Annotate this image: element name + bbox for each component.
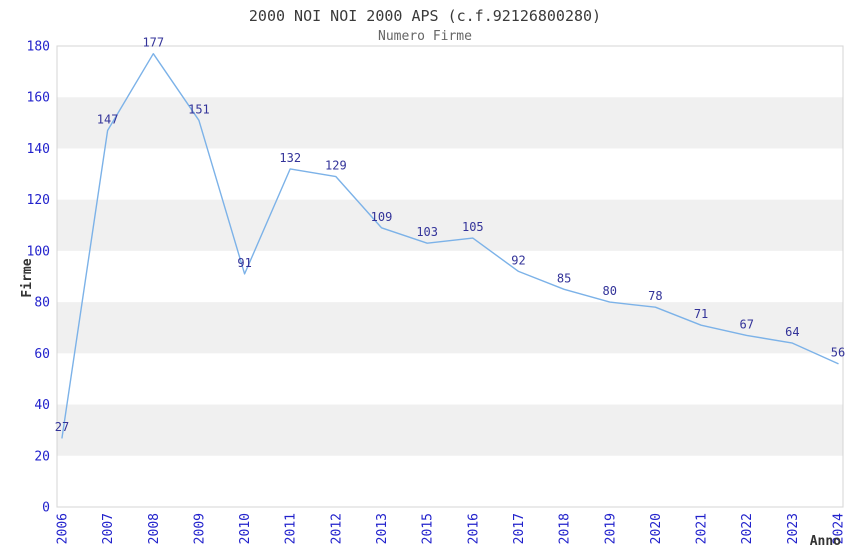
y-tick-label: 60 (34, 347, 50, 362)
data-point-label: 129 (325, 159, 347, 173)
data-point-label: 56 (831, 346, 845, 360)
data-point-label: 67 (739, 317, 753, 331)
y-tick-label: 160 (27, 91, 50, 106)
data-point-label: 71 (694, 307, 708, 321)
data-point-label: 147 (97, 113, 119, 127)
y-tick-label: 80 (34, 296, 50, 311)
x-tick-label: 2012 (329, 513, 344, 544)
x-tick-label: 2022 (740, 513, 755, 544)
grid-band (57, 302, 843, 354)
grid-band (57, 97, 843, 149)
data-point-label: 91 (237, 256, 251, 270)
data-point-label: 80 (603, 284, 617, 298)
y-tick-label: 100 (27, 244, 50, 259)
x-tick-label: 2008 (147, 513, 162, 544)
data-point-label: 177 (142, 36, 164, 50)
plot-border (56, 45, 844, 508)
x-tick-label: 2015 (421, 513, 436, 544)
x-tick-label: 2010 (238, 513, 253, 544)
data-point-label: 27 (55, 420, 69, 434)
x-tick-label: 2007 (101, 513, 116, 544)
data-point-label: 151 (188, 102, 210, 116)
data-point-label: 109 (371, 210, 393, 224)
data-point-label: 105 (462, 220, 484, 234)
x-tick-label: 2019 (603, 513, 618, 544)
data-point-label: 132 (279, 151, 301, 165)
x-tick-label: 2024 (832, 513, 847, 544)
data-point-label: 92 (511, 253, 525, 267)
y-axis-title: Firme (20, 258, 35, 297)
x-tick-label: 2016 (466, 513, 481, 544)
y-tick-label: 0 (42, 501, 50, 516)
x-tick-label: 2017 (512, 513, 527, 544)
chart-title: 2000 NOI NOI 2000 APS (c.f.92126800280) (248, 7, 602, 25)
data-point-label: 78 (648, 289, 662, 303)
y-tick-label: 40 (34, 398, 50, 413)
x-tick-label: 2018 (558, 513, 573, 544)
chart-subtitle: Numero Firme (378, 29, 472, 44)
grid-band (57, 404, 843, 456)
x-tick-label: 2013 (375, 513, 390, 544)
data-point-label: 64 (785, 325, 799, 339)
x-axis-title: Anno (810, 534, 841, 549)
x-tick-label: 2006 (56, 513, 71, 544)
x-tick-label: 2023 (786, 513, 801, 544)
y-tick-label: 140 (27, 142, 50, 157)
series-line (61, 53, 839, 439)
y-tick-label: 20 (34, 449, 50, 464)
x-tick-label: 2009 (192, 513, 207, 544)
x-tick-label: 2021 (695, 513, 710, 544)
data-point-label: 103 (416, 225, 438, 239)
grid-band (57, 199, 843, 251)
y-tick-label: 120 (27, 193, 50, 208)
data-point-label: 85 (557, 271, 571, 285)
x-tick-label: 2020 (649, 513, 664, 544)
y-tick-label: 180 (27, 40, 50, 55)
x-tick-label: 2011 (284, 513, 299, 544)
